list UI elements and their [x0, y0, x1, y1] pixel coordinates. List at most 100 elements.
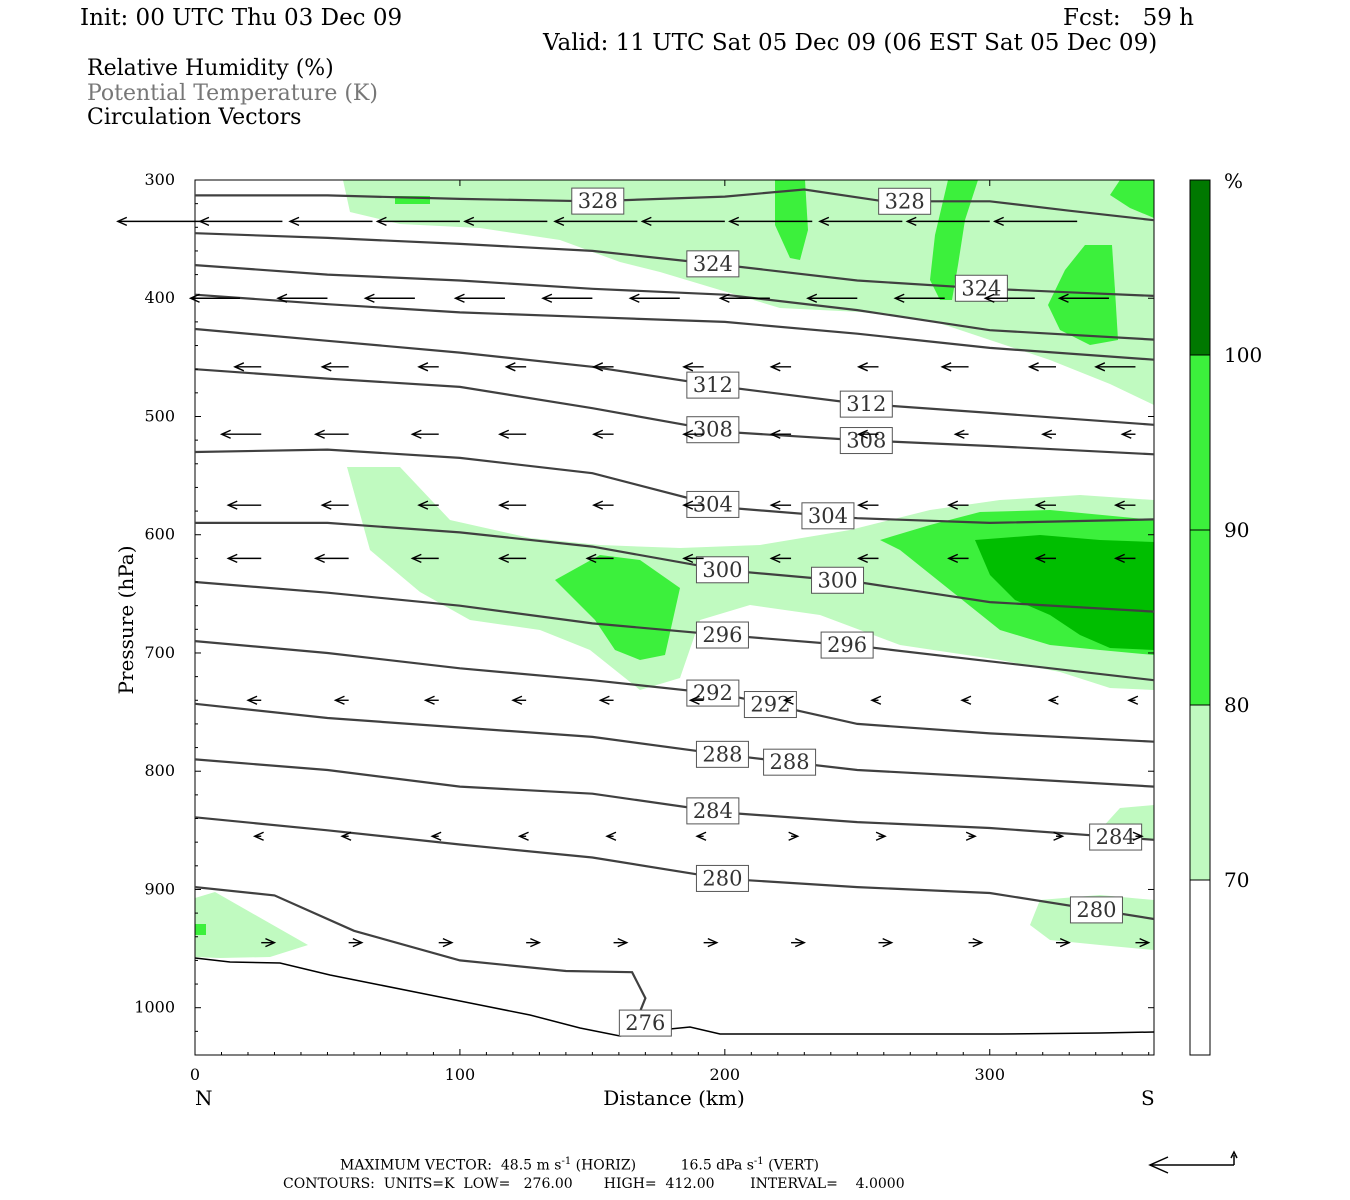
theta-label-288: 288 [702, 742, 742, 766]
plot-frame [194, 179, 1155, 1056]
theta-label-box [954, 274, 1008, 302]
vector-arrowhead [226, 553, 238, 564]
theta-contour-284 [195, 758, 1154, 841]
vector-arrowhead [592, 429, 604, 439]
theta-contour-276 [195, 886, 647, 1012]
vector-arrowhead [682, 362, 694, 372]
maximum-vector-line: MAXIMUM VECTOR: 48.5 m s-1 (HORIZ) 16.5 … [340, 1157, 819, 1173]
vector-arrowhead [198, 216, 210, 227]
valid-time: Valid: 11 UTC Sat 05 Dec 09 (06 EST Sat … [543, 30, 1158, 56]
vector-arrowhead [585, 553, 597, 564]
vector-arrowhead [352, 938, 364, 948]
y-tick-label: 600 [144, 525, 175, 544]
rh-70-region-lower-left [195, 892, 308, 958]
vector-arrowhead [769, 553, 781, 564]
vector-arrowhead [856, 500, 868, 510]
theta-label-280: 280 [702, 866, 742, 890]
theta-label-box [695, 556, 749, 584]
vector-arrowhead [553, 216, 565, 227]
vector-arrowhead [219, 429, 231, 439]
vector-arrowhead [893, 293, 905, 303]
theta-label-324: 324 [693, 252, 733, 276]
y-tick-label: 700 [144, 643, 175, 662]
vector-arrowhead [1094, 362, 1106, 372]
vector-arrowhead [333, 695, 345, 705]
vector-arrowhead [965, 831, 977, 841]
vector-arrowhead [1057, 293, 1069, 303]
theta-contour-316 [195, 293, 1154, 361]
vector-arrowhead [856, 429, 868, 439]
legend-potential-temperature: Potential Temperature (K) [87, 81, 378, 106]
vector-arrowhead [788, 831, 800, 841]
vector-arrowhead [541, 293, 553, 303]
vector-arrowhead [116, 216, 128, 227]
vector-arrowhead [856, 553, 868, 564]
colorbar-80 [1190, 530, 1210, 705]
init-time: Init: 00 UTC Thu 03 Dec 09 [80, 5, 403, 31]
theta-label-308: 308 [846, 429, 886, 453]
x-tick-label: 300 [974, 1065, 1005, 1084]
x-axis: 0 100 200 300 [190, 180, 1150, 1084]
theta-label-box [686, 679, 740, 707]
vector-arrowhead [1113, 500, 1125, 510]
vector-arrowhead [423, 695, 435, 705]
vector-arrowhead [960, 695, 972, 705]
theta-label-box [801, 502, 855, 530]
y-tick-label: 300 [144, 170, 175, 189]
theta-label-300: 300 [702, 558, 742, 582]
theta-contour-304 [195, 448, 1154, 525]
colorbar-label-70: 70 [1224, 868, 1249, 892]
max-vector-horiz: 48.5 m s [500, 1157, 562, 1174]
vector-arrowhead [875, 831, 887, 841]
vector-arrowhead [1132, 831, 1144, 841]
vector-arrowhead [818, 216, 830, 227]
vector-arrowhead [1053, 831, 1065, 841]
vector-arrowhead [1139, 938, 1151, 948]
vector-arrowhead [695, 831, 707, 841]
vector-arrowhead [410, 429, 422, 439]
theta-label-312: 312 [693, 373, 733, 397]
vector-arrowhead [276, 293, 288, 303]
colorbar-label-90: 90 [1224, 518, 1249, 542]
vector-arrowhead [794, 938, 806, 948]
vector-arrowhead [498, 553, 510, 564]
vector-arrowhead [233, 362, 245, 372]
vector-arrowhead [417, 500, 429, 510]
x-end-label-north: N [195, 1086, 213, 1110]
vector-arrowhead [320, 500, 332, 510]
colorbar-unit: % [1224, 169, 1243, 193]
theta-label-box [618, 1009, 672, 1037]
theta-label-box [811, 566, 865, 594]
legend-circulation-vectors: Circulation Vectors [87, 105, 302, 130]
theta-label-box [820, 631, 874, 659]
vector-arrowhead [592, 362, 604, 372]
rh-80-region-lowleft [195, 924, 206, 935]
rh-80-region-upper-right [930, 180, 978, 300]
vector-arrowhead [1120, 429, 1132, 439]
colorbar-frame [1189, 179, 1211, 1056]
theta-label-box [686, 250, 740, 278]
theta-label-box [686, 371, 740, 399]
vector-arrowhead [617, 938, 629, 948]
theta-label-304: 304 [693, 492, 733, 516]
vector-arrowhead [640, 216, 652, 227]
relative-humidity-shading [195, 180, 1154, 958]
x-tick-label: 100 [445, 1065, 476, 1084]
vector-arrowhead [682, 553, 694, 564]
vector-arrowhead [707, 938, 719, 948]
max-vector-vert: 16.5 dPa s [680, 1157, 754, 1174]
theta-contour-312 [195, 327, 1154, 426]
y-tick-label: 500 [144, 406, 175, 425]
vector-arrowhead [463, 216, 475, 227]
max-vector-horiz-exponent: -1 [561, 1156, 572, 1167]
colorbar-90 [1190, 355, 1210, 530]
vector-arrowhead [246, 695, 258, 705]
vector-arrowhead [1059, 938, 1071, 948]
colorbar-label-80: 80 [1224, 693, 1249, 717]
theta-label-box [686, 416, 740, 444]
vector-arrowhead [340, 831, 352, 841]
y-tick-label: 800 [144, 761, 175, 780]
max-vector-horiz-unit: (HORIZ) [571, 1157, 637, 1174]
theta-label-292: 292 [693, 681, 733, 705]
theta-label-312: 312 [846, 392, 886, 416]
